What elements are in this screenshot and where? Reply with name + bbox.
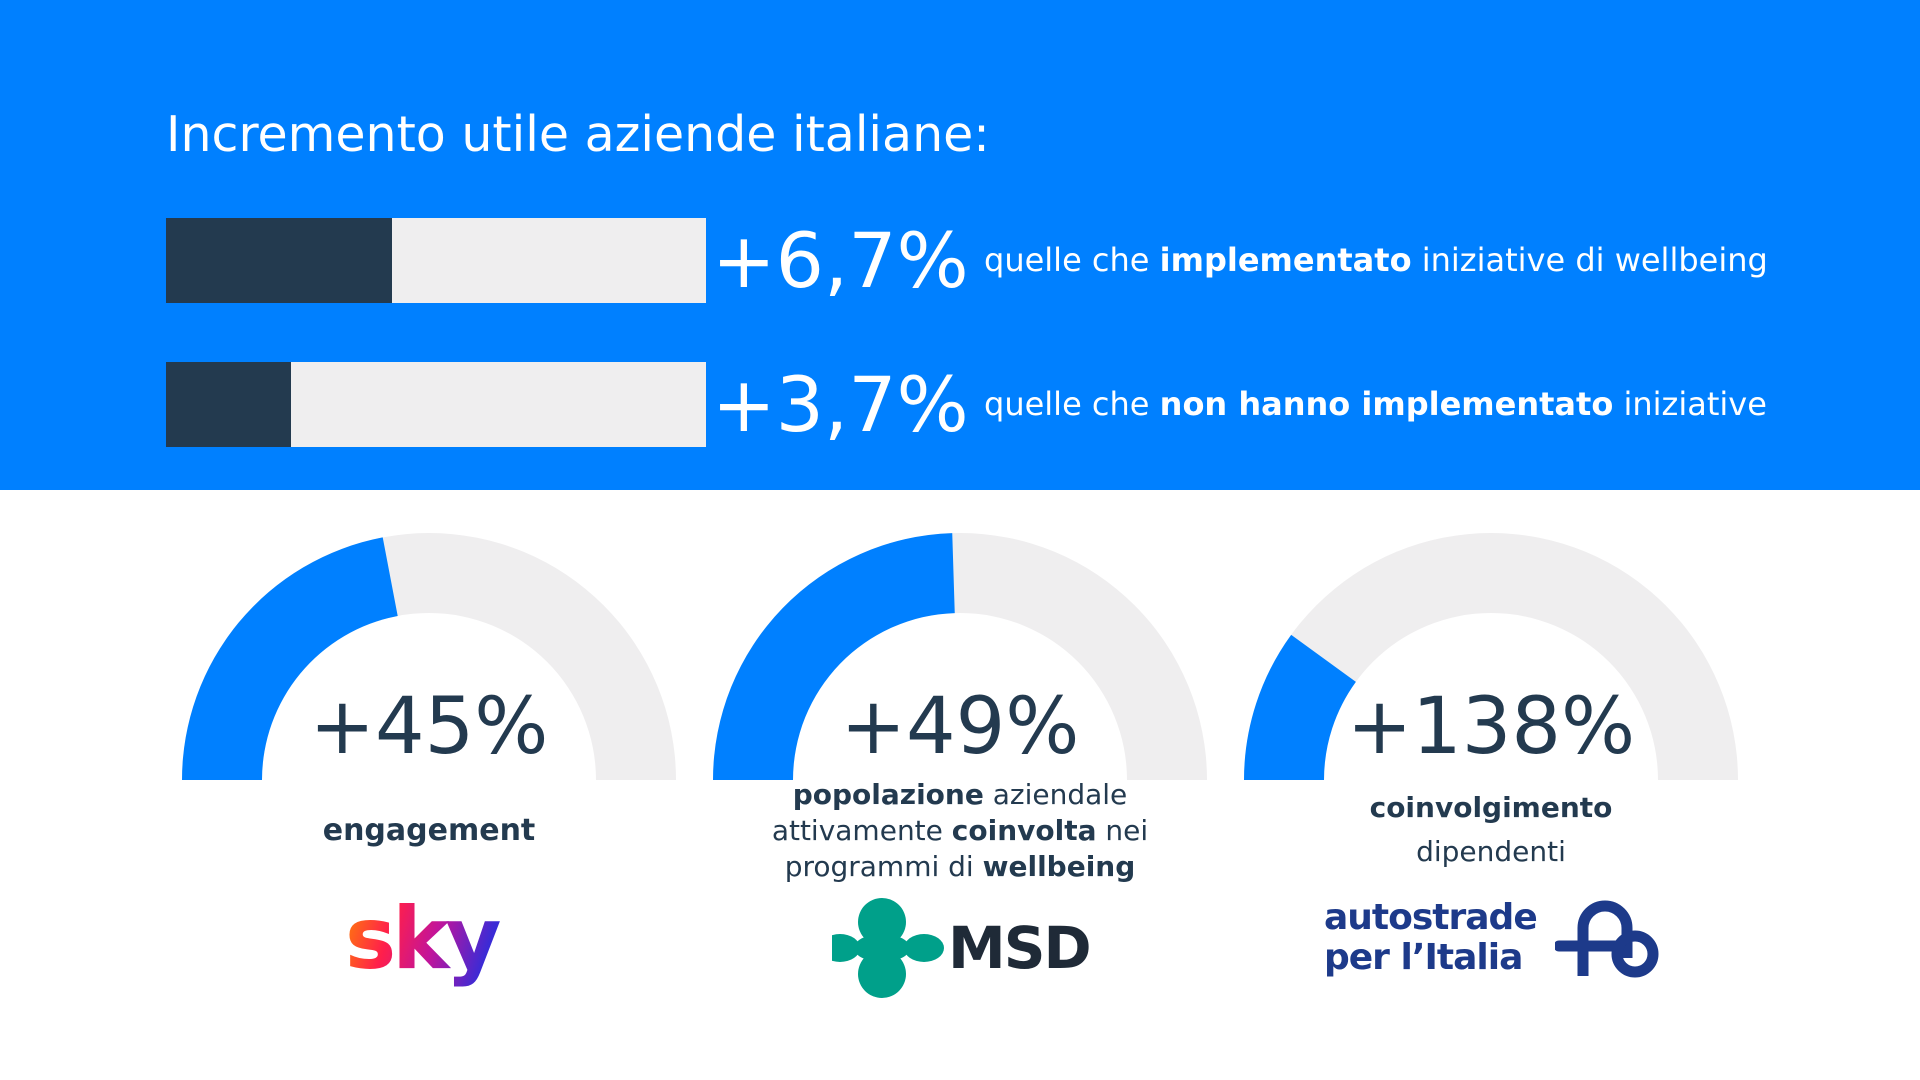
- bar-value-label-implemented: +6,7%: [712, 216, 969, 305]
- msd-logo-bottom-circle: [858, 950, 906, 998]
- caption-segment: aziendale: [983, 778, 1128, 811]
- bar-desc-not-implemented: quelle che non hanno implementato inizia…: [984, 385, 1767, 423]
- caption-line: engagement: [174, 813, 684, 849]
- bar-fill-implemented: [166, 218, 393, 303]
- aspi-logo-line2: per l’Italia: [1324, 937, 1523, 978]
- gauge-caption-participation: popolazione aziendale attivamente coinvol…: [705, 777, 1215, 885]
- chart-title: Incremento utile aziende italiane:: [166, 106, 990, 163]
- msd-logo-middle: [854, 934, 910, 962]
- caption-line: coinvolgimento: [1236, 790, 1746, 826]
- sky-logo-text: sky: [345, 890, 500, 989]
- msd-logo: MSD: [832, 898, 1092, 998]
- caption-segment: programmi di: [784, 850, 983, 883]
- msd-logo-top-circle: [858, 898, 906, 946]
- aspi-logo-mark: [1555, 900, 1659, 978]
- gauge-caption-engagement: engagement: [174, 813, 684, 849]
- bar-track-not-implemented: [166, 362, 706, 447]
- msd-logo-right-wing: [904, 934, 944, 962]
- caption-line: programmi di wellbeing: [705, 849, 1215, 885]
- caption-segment: attivamente: [771, 814, 952, 847]
- gauge-fill-engagement: [182, 537, 398, 780]
- msd-logo-left-wing: [832, 934, 860, 962]
- caption-line: dipendenti: [1236, 834, 1746, 870]
- bar-fill-not-implemented: [166, 362, 291, 447]
- aspi-logo-text: autostrade per l’Italia: [1324, 898, 1554, 978]
- gauge-track-involvement: [1244, 533, 1738, 780]
- aspi-logo-line1: autostrade: [1324, 897, 1538, 938]
- gauge-participation: [713, 533, 1207, 780]
- caption-segment: dipendenti: [1416, 835, 1566, 868]
- gauge-value-engagement: +45%: [309, 682, 549, 772]
- bar-track-implemented: [166, 218, 706, 303]
- caption-segment: coinvolta: [951, 814, 1097, 847]
- caption-segment: coinvolgimento: [1369, 791, 1613, 824]
- bar-value-label-not-implemented: +3,7%: [712, 360, 969, 449]
- gauge-fill-participation: [713, 533, 955, 780]
- gauge-engagement: [182, 533, 676, 780]
- gauge-involvement: [1244, 533, 1738, 780]
- caption-segment: engagement: [322, 813, 536, 848]
- gauge-caption-involvement: coinvolgimento dipendenti: [1236, 790, 1746, 870]
- caption-segment: wellbeing: [982, 850, 1136, 883]
- gauge-value-participation: +49%: [840, 682, 1080, 772]
- msd-logo-text: MSD: [948, 914, 1090, 982]
- gauge-value-involvement: +138%: [1346, 682, 1636, 772]
- gauge-fill-involvement: [1244, 634, 1356, 780]
- caption-line: attivamente coinvolta nei: [705, 813, 1215, 849]
- bar-desc-implemented: quelle che implementato iniziative di we…: [984, 241, 1768, 279]
- caption-segment: nei: [1096, 814, 1149, 847]
- caption-line: popolazione aziendale: [705, 777, 1215, 813]
- sky-logo: sky: [345, 890, 504, 989]
- caption-segment: popolazione: [792, 778, 984, 811]
